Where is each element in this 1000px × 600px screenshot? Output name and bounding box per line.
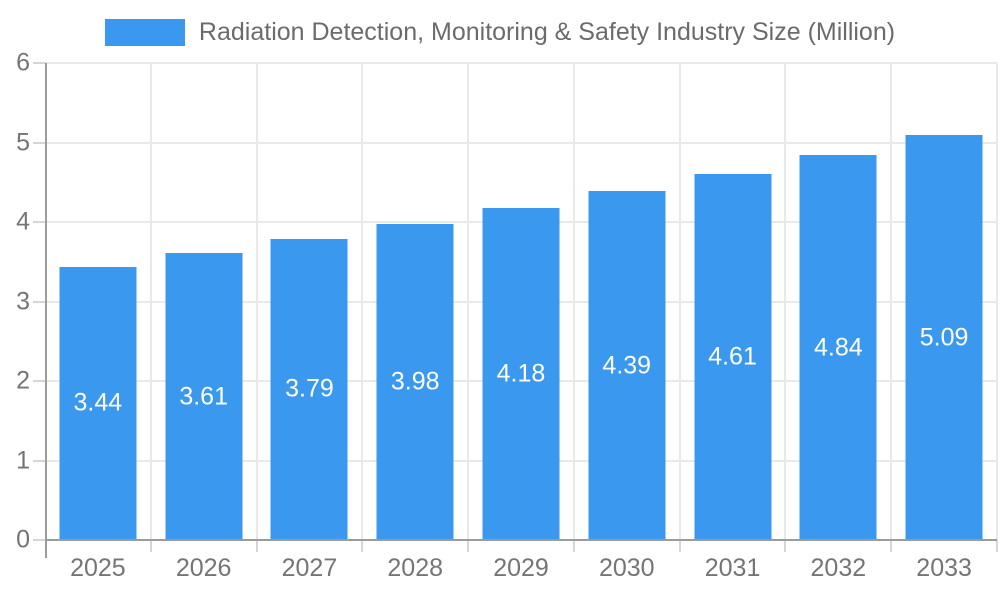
v-gridline [784,63,787,540]
v-gridline [255,63,258,540]
y-axis-label: 6 [16,48,30,77]
bar-2029[interactable]: 4.18 [482,207,560,540]
bar-2026[interactable]: 3.61 [165,253,243,540]
x-axis-tick [784,540,787,552]
x-axis-label: 2026 [175,554,232,582]
bar-2032[interactable]: 4.84 [799,155,877,540]
x-axis-label: 2031 [704,554,761,582]
x-axis-label: 2033 [916,554,972,582]
y-axis-tick [33,62,45,64]
y-axis-tick [33,221,45,224]
x-axis-tick [255,540,258,552]
y-axis-label: 2 [16,366,30,395]
x-axis-label: 2028 [387,554,444,582]
y-axis-tick [33,141,45,144]
x-axis-tick [996,540,998,552]
bar-value-label: 5.09 [919,323,969,352]
bar-2033[interactable]: 5.09 [905,135,983,540]
x-axis-tick [149,540,152,552]
x-axis-tick [361,540,364,552]
x-axis-tick [572,540,575,552]
bar-value-label: 3.79 [285,374,334,403]
bar-2025[interactable]: 3.44 [59,266,137,540]
bar-value-label: 4.61 [708,342,757,371]
y-axis-label: 0 [16,525,30,554]
x-axis-label: 2025 [70,554,126,582]
bar-value-label: 4.39 [602,351,652,379]
x-axis-tick [678,540,681,552]
bar-2027[interactable]: 3.79 [270,238,348,540]
bar-2028[interactable]: 3.98 [376,223,454,540]
x-axis-label: 2032 [810,554,867,582]
chart-legend: Radiation Detection, Monitoring & Safety… [0,16,1000,48]
y-axis-label: 5 [16,128,30,156]
v-gridline [572,63,575,540]
legend-swatch [104,18,185,46]
legend-label: Radiation Detection, Monitoring & Safety… [198,17,896,46]
x-axis-tick [890,540,893,552]
h-gridline [45,62,997,64]
v-gridline [467,63,470,540]
bar-2030[interactable]: 4.39 [588,191,666,540]
y-axis-tick [33,300,45,303]
y-axis-label: 1 [16,446,30,475]
bar-value-label: 4.18 [496,359,546,388]
plot-area: 0 1 2 3 4 5 6 3.44 2025 3.61 2026 3.79 2027 3.98 2028 4… [16,50,998,581]
x-axis-line [45,539,997,541]
v-gridline [996,63,998,540]
bar-value-label: 3.98 [390,367,440,396]
bar-value-label: 4.84 [813,333,863,362]
bar-value-label: 3.44 [73,388,123,417]
y-axis-label: 4 [16,207,30,236]
y-axis-label: 3 [16,287,30,315]
y-axis-tick [33,380,45,383]
bar-2031[interactable]: 4.61 [694,173,772,540]
bar-value-label: 3.61 [179,382,228,410]
x-axis-label: 2029 [493,554,549,582]
x-axis-label: 2030 [598,554,655,582]
x-axis-label: 2027 [281,554,338,582]
y-axis-tick [33,539,45,541]
v-gridline [149,63,152,540]
v-gridline [361,63,364,540]
v-gridline [678,63,681,540]
y-axis-tick [33,459,45,462]
y-axis-line [45,63,47,558]
v-gridline [890,63,893,540]
x-axis-tick [467,540,470,552]
h-gridline [45,141,997,144]
